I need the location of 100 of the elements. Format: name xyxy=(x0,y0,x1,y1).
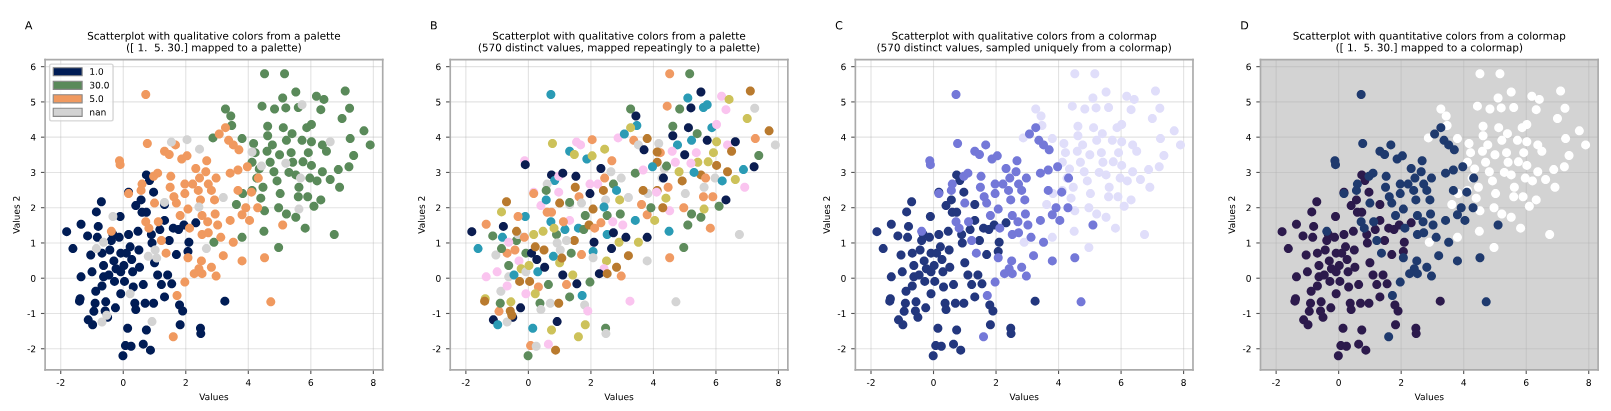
y-tick-label: -1 xyxy=(1242,310,1251,317)
point xyxy=(143,251,153,261)
legend-label: 30.0 xyxy=(90,81,109,89)
x-tick-label: 6 xyxy=(1523,379,1529,386)
y-tick-label: -2 xyxy=(837,345,846,353)
point xyxy=(194,202,204,212)
point xyxy=(555,245,565,255)
legend-label: nan xyxy=(90,110,106,116)
point xyxy=(572,137,582,147)
x-axis-title: Values xyxy=(604,393,634,401)
point xyxy=(730,137,740,147)
y-axis-title: Values 2 xyxy=(823,196,831,234)
x-tick-label: 4 xyxy=(245,379,251,386)
point xyxy=(166,137,176,147)
text: C xyxy=(835,21,843,30)
point xyxy=(296,173,305,183)
point xyxy=(702,100,712,110)
x-tick-label: 2 xyxy=(993,379,999,386)
y-tick-label: 6 xyxy=(436,63,441,71)
y-tick-label: 3 xyxy=(841,169,846,176)
point xyxy=(108,212,118,222)
legend-label: 1.0 xyxy=(90,68,104,75)
point xyxy=(701,173,711,183)
y-tick-label: 3 xyxy=(1246,169,1251,176)
y-tick-label: 0 xyxy=(1246,274,1251,282)
y-axis-title: Values 2 xyxy=(417,196,425,234)
x-axis-title: Values xyxy=(1009,393,1039,401)
point xyxy=(513,212,523,222)
x-tick-label: 0 xyxy=(120,379,126,386)
y-tick-label: -2 xyxy=(27,345,36,353)
text: B xyxy=(431,21,437,30)
y-tick-label: -2 xyxy=(1242,345,1251,353)
point xyxy=(623,192,633,202)
point xyxy=(147,317,157,327)
x-tick-label: 8 xyxy=(1586,379,1591,386)
y-tick-label: 4 xyxy=(435,134,441,141)
x-tick-label: 6 xyxy=(308,379,314,386)
point xyxy=(195,144,205,154)
y-tick-label: -1 xyxy=(27,310,36,317)
point xyxy=(557,253,567,263)
x-axis-title: Values xyxy=(199,393,229,401)
point xyxy=(150,245,160,255)
x-tick-label: 8 xyxy=(1181,379,1186,386)
y-tick-label: -2 xyxy=(432,345,441,353)
x-axis-title: Values xyxy=(1414,393,1444,401)
legend-label: 5.0 xyxy=(90,95,104,103)
point xyxy=(530,289,540,299)
y-tick-label: 3 xyxy=(436,169,441,176)
point xyxy=(699,204,709,214)
point xyxy=(201,244,211,254)
y-tick-label: -1 xyxy=(837,310,846,317)
point xyxy=(325,137,335,147)
point xyxy=(125,289,135,299)
point xyxy=(600,144,610,154)
point xyxy=(599,202,609,212)
y-tick-label: 6 xyxy=(841,63,846,71)
point xyxy=(552,317,562,327)
x-tick-label: -2 xyxy=(461,379,470,386)
y-tick-label: 5 xyxy=(1246,98,1251,106)
y-tick-label: 2 xyxy=(31,204,36,212)
point xyxy=(91,244,101,254)
text: D xyxy=(1241,21,1249,30)
point xyxy=(97,317,107,327)
x-tick-label: 4 xyxy=(651,379,656,386)
x-tick-label: 2 xyxy=(183,379,188,386)
y-tick-label: 5 xyxy=(436,98,441,106)
point xyxy=(548,251,558,261)
y-tick-label: 1 xyxy=(841,239,846,247)
point xyxy=(504,237,514,247)
x-tick-label: 0 xyxy=(1336,379,1341,386)
x-tick-label: 6 xyxy=(713,379,719,386)
y-tick-label: 5 xyxy=(841,98,846,106)
y-tick-label: 4 xyxy=(841,134,846,141)
point xyxy=(99,237,109,247)
point xyxy=(281,158,291,168)
point xyxy=(152,253,162,263)
point xyxy=(497,244,507,254)
point xyxy=(502,317,512,327)
y-tick-label: 0 xyxy=(436,274,441,282)
y-tick-label: 0 xyxy=(841,274,846,282)
point xyxy=(686,158,696,168)
y-tick-label: 6 xyxy=(1246,63,1251,71)
y-tick-label: 5 xyxy=(31,98,36,106)
x-tick-label: 4 xyxy=(1461,379,1467,386)
point xyxy=(218,192,228,202)
y-tick-label: 2 xyxy=(436,204,441,212)
y-tick-label: 2 xyxy=(1246,204,1251,212)
point xyxy=(294,204,304,214)
y-axis-title: Values 2 xyxy=(1228,196,1236,234)
y-tick-label: 0 xyxy=(30,274,36,282)
y-tick-label: 4 xyxy=(30,134,36,141)
point xyxy=(297,100,307,110)
y-tick-label: -1 xyxy=(432,310,441,317)
chart-title: Scatterplot with quantitative colors from a colormap ([ 1. 5. 30.] mapped to a colormap) xyxy=(1293,31,1566,54)
x-tick-label: 4 xyxy=(1056,379,1061,386)
y-axis-title: Values 2 xyxy=(12,196,20,234)
point xyxy=(587,135,597,145)
chart-title: Scatterplot with qualitative colors from a colormap (570 distinct values, sampled uniquely from a colormap) xyxy=(877,31,1171,54)
text: A xyxy=(24,21,33,30)
x-tick-label: -2 xyxy=(866,379,875,386)
